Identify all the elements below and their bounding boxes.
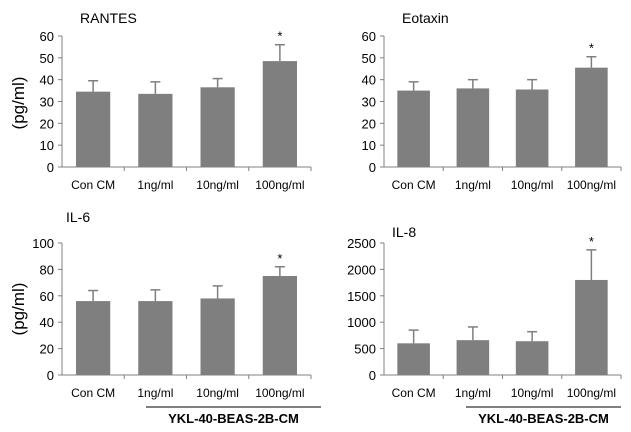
rantes-y-tick-label: 0 — [47, 160, 54, 175]
il8-panel: IL-8 0 500 1000 1500 2000 2500 Con CM 1ng/ml 10ng… — [347, 224, 622, 426]
il8-x-tick-label: 10ng/ml — [511, 386, 554, 400]
rantes-y-tick-label: 60 — [40, 29, 54, 44]
eotaxin-panel: Eotaxin 0 10 20 30 40 50 60 Con CM 1ng/ml 10ng/ml 1… — [362, 10, 622, 192]
il8-group-label: YKL-40-BEAS-2B-CM — [478, 411, 609, 426]
il6-x-tick-label: 10ng/ml — [196, 386, 239, 400]
il8-x-tick-label: Con CM — [392, 386, 436, 400]
eotaxin-y-tick-label: 20 — [362, 116, 376, 131]
il6-x-tick-label: 1ng/ml — [137, 386, 173, 400]
rantes-bar — [200, 87, 235, 167]
il6-panel: IL-6 0 20 40 60 80 100 Con CM 1ng/ml 10ng/ml 100ng… — [32, 209, 321, 426]
eotaxin-y-tick-label: 60 — [362, 29, 376, 44]
il8-bar — [456, 340, 490, 375]
rantes-title: RANTES — [80, 10, 137, 26]
ylabel-bottom: (pg/ml) — [9, 283, 28, 336]
rantes-x-tick-label: 1ng/ml — [137, 178, 173, 192]
eotaxin-x-tick-label: 1ng/ml — [455, 178, 491, 192]
rantes-y-tick-label: 30 — [40, 95, 54, 110]
eotaxin-significance-mark: * — [589, 41, 594, 56]
il8-y-tick-label: 0 — [369, 368, 376, 383]
il6-y-tick-label: 0 — [47, 368, 54, 383]
il6-y-tick-label: 20 — [40, 342, 54, 357]
il6-bar — [138, 301, 173, 375]
rantes-bar — [138, 93, 173, 167]
rantes-panel: RANTES 0 10 20 30 40 50 60 Con CM 1ng/ml 10ng/ml 10… — [40, 10, 312, 192]
il6-title: IL-6 — [66, 209, 90, 225]
rantes-x-tick-label: Con CM — [71, 178, 115, 192]
il6-y-tick-label: 80 — [40, 262, 54, 277]
il8-y-tick-label: 500 — [354, 342, 376, 357]
il6-y-tick-label: 60 — [40, 289, 54, 304]
eotaxin-y-tick-label: 0 — [369, 160, 376, 175]
il8-bar — [515, 341, 549, 375]
il8-y-tick-label: 2000 — [347, 262, 376, 277]
rantes-x-tick-label: 100ng/ml — [255, 178, 304, 192]
rantes-y-tick-label: 40 — [40, 73, 54, 88]
eotaxin-bar — [456, 88, 490, 167]
il8-y-tick-label: 1000 — [347, 315, 376, 330]
eotaxin-x-tick-label: 100ng/ml — [567, 178, 616, 192]
il6-y-tick-label: 100 — [32, 236, 54, 251]
eotaxin-x-tick-label: Con CM — [392, 178, 436, 192]
il8-significance-mark: * — [589, 234, 594, 249]
il6-x-tick-label: Con CM — [71, 386, 115, 400]
rantes-significance-mark: * — [277, 29, 282, 44]
il8-bar — [575, 279, 608, 375]
rantes-bar — [76, 91, 111, 167]
eotaxin-title: Eotaxin — [402, 10, 449, 26]
rantes-y-tick-label: 50 — [40, 51, 54, 66]
eotaxin-y-tick-label: 10 — [362, 138, 376, 153]
eotaxin-y-tick-label: 50 — [362, 51, 376, 66]
il6-y-tick-label: 40 — [40, 315, 54, 330]
il8-x-tick-label: 1ng/ml — [455, 386, 491, 400]
il6-bar — [200, 298, 235, 375]
rantes-y-tick-label: 10 — [40, 138, 54, 153]
rantes-bar — [262, 61, 297, 167]
il6-group-label: YKL-40-BEAS-2B-CM — [168, 411, 299, 426]
ylabel-top: (pg/ml) — [9, 77, 28, 130]
eotaxin-x-tick-label: 10ng/ml — [511, 178, 554, 192]
eotaxin-y-tick-label: 30 — [362, 95, 376, 110]
eotaxin-bar — [575, 67, 608, 167]
eotaxin-bar — [515, 89, 549, 167]
il6-bar — [76, 301, 111, 375]
eotaxin-bar — [397, 90, 430, 167]
rantes-y-tick-label: 20 — [40, 116, 54, 131]
il8-y-tick-label: 2500 — [347, 236, 376, 251]
il6-x-tick-label: 100ng/ml — [255, 386, 304, 400]
il8-title: IL-8 — [392, 224, 416, 240]
il6-bar — [262, 276, 297, 375]
il8-y-tick-label: 1500 — [347, 289, 376, 304]
il8-x-tick-label: 100ng/ml — [567, 386, 616, 400]
il6-significance-mark: * — [277, 251, 282, 266]
il8-bar — [397, 343, 430, 375]
rantes-x-tick-label: 10ng/ml — [196, 178, 239, 192]
eotaxin-y-tick-label: 40 — [362, 73, 376, 88]
